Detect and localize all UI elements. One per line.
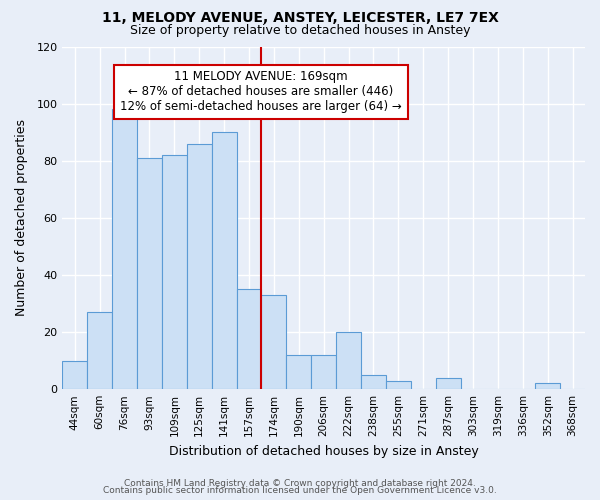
Text: 11, MELODY AVENUE, ANSTEY, LEICESTER, LE7 7EX: 11, MELODY AVENUE, ANSTEY, LEICESTER, LE…	[101, 11, 499, 25]
Bar	[162, 155, 187, 389]
Bar	[262, 295, 286, 389]
Bar	[386, 380, 411, 389]
Bar	[137, 158, 162, 389]
Bar	[187, 144, 212, 389]
Text: Contains public sector information licensed under the Open Government Licence v3: Contains public sector information licen…	[103, 486, 497, 495]
Bar	[535, 384, 560, 389]
Bar	[87, 312, 112, 389]
Bar	[212, 132, 236, 389]
Bar	[311, 355, 336, 389]
Y-axis label: Number of detached properties: Number of detached properties	[15, 120, 28, 316]
Bar	[286, 355, 311, 389]
Text: Contains HM Land Registry data © Crown copyright and database right 2024.: Contains HM Land Registry data © Crown c…	[124, 478, 476, 488]
Text: 11 MELODY AVENUE: 169sqm
← 87% of detached houses are smaller (446)
12% of semi-: 11 MELODY AVENUE: 169sqm ← 87% of detach…	[120, 70, 402, 114]
Text: Size of property relative to detached houses in Anstey: Size of property relative to detached ho…	[130, 24, 470, 37]
Bar	[436, 378, 461, 389]
Bar	[112, 110, 137, 389]
X-axis label: Distribution of detached houses by size in Anstey: Distribution of detached houses by size …	[169, 444, 479, 458]
Bar	[62, 360, 87, 389]
Bar	[361, 375, 386, 389]
Bar	[336, 332, 361, 389]
Bar	[236, 289, 262, 389]
